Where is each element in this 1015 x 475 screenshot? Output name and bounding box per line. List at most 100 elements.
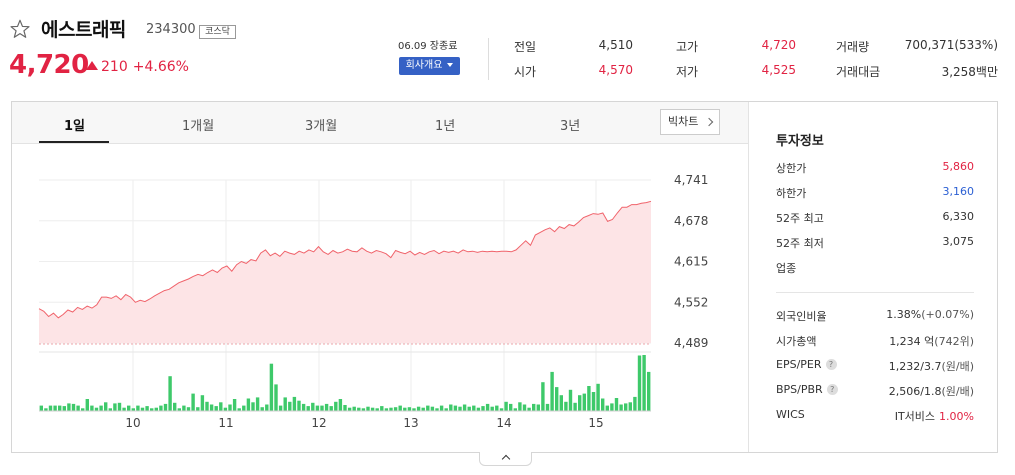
amount-label: 거래대금 [836,65,881,79]
bigchart-button[interactable]: 빅차트 [660,109,720,135]
info-label: BPS/PBR? [776,383,838,396]
low-value: 4,525 [761,63,796,77]
volume-bar [306,406,310,411]
volume-bar [555,387,559,411]
volume-value: 700,371(533%) [904,38,998,52]
volume-bar [122,407,126,411]
info-label: WICS [776,408,805,421]
tab-3month[interactable]: 3개월 [305,119,338,134]
info-label: 시가총액 [776,335,817,348]
y-tick-label: 4,552 [674,295,708,309]
open-label: 시가 [514,65,537,79]
volume-bar [453,405,458,411]
divider [776,292,974,293]
volume-bar [614,398,619,411]
x-tick-label: 14 [496,416,511,430]
amount-value: 3,258백만 [941,65,998,79]
info-value-text: 1,232/3.7 [888,360,942,373]
volume-bar [297,400,301,411]
volume-bar [288,401,292,411]
info-label: EPS/PER? [776,358,837,371]
volume-bar [237,408,241,411]
volume-bar [182,405,186,411]
volume-bar [292,396,297,411]
volume-bar [265,404,269,411]
volume-bar [591,392,596,411]
volume-bar [605,405,609,411]
volume-bar [509,403,513,411]
company-overview-button[interactable]: 회사개요 [399,57,460,75]
volume-bar [127,405,131,411]
volume-bar [467,406,471,411]
x-tick-label: 12 [311,416,326,430]
prev-close-label: 전일 [514,40,537,54]
volume-bar [582,393,586,411]
volume-bar [177,408,181,411]
active-tab-indicator [39,141,109,143]
volume-bar [527,407,531,411]
tab-1month[interactable]: 1개월 [182,119,215,134]
volume-bar [209,404,214,411]
info-value: 1,232/3.7(원/배) [889,358,974,374]
volume-bar [117,402,122,411]
y-tick-label: 4,678 [674,214,708,228]
x-tick-label: 13 [403,416,418,430]
volume-bar [647,371,651,411]
info-label-text: EPS/PER [776,358,822,371]
volume-bar [205,401,209,411]
volume-bar [131,408,135,411]
volume-bar [104,402,108,411]
collapse-toggle[interactable] [479,452,532,466]
prev-close-value: 4,510 [598,38,633,52]
volume-bar [499,408,504,411]
info-value: 3,160 [942,185,975,198]
volume-bar [44,408,48,411]
price-change: 210 +4.66% [86,59,189,75]
volume-bar [601,398,605,411]
volume-bar [48,405,53,411]
info-title: 투자정보 [776,134,824,149]
volume-bar [504,401,508,411]
help-icon[interactable]: ? [825,359,837,370]
volume-bar [426,405,430,411]
volume-bar [94,407,99,411]
chevron-right-icon [704,117,714,127]
volume-bar [113,403,117,411]
volume-bar [564,401,568,411]
y-tick-label: 4,741 [674,173,708,187]
help-icon[interactable]: ? [826,384,838,395]
volume-bar [219,402,223,411]
volume-bar [90,405,94,411]
volume-bar [255,397,260,411]
volume-bar [384,408,389,411]
volume-bar [485,403,490,411]
volume-bar [269,363,274,411]
tab-1year[interactable]: 1년 [435,119,456,134]
caret-down-icon [447,63,454,67]
info-value: 1,234 억(742위) [889,333,974,349]
volume-bar [260,407,264,411]
divider [488,38,489,80]
volume-bar [472,405,476,411]
volume-bar [412,408,416,411]
volume-bar [536,404,540,411]
info-value-text: 2,506/1.8 [888,385,942,398]
volume-bar [163,403,168,411]
volume-bar [76,405,80,411]
low-label: 저가 [676,65,699,79]
volume-bar [150,408,154,411]
volume-bar [573,402,577,411]
intraday-chart[interactable]: 4,741 4,678 4,615 4,552 4,489 10 11 12 13 14 15 [12,145,747,452]
info-value-text: IT서비스 [894,410,936,423]
star-icon[interactable] [9,18,31,40]
volume-bar [81,408,85,411]
tab-3year[interactable]: 3년 [560,119,581,134]
volume-bar [403,407,407,411]
volume-bar [200,395,205,411]
volume-bar [407,407,412,411]
volume-bar [140,407,145,411]
tab-1day[interactable]: 1일 [64,119,86,134]
volume-bar [550,371,554,411]
volume-bar [462,404,467,411]
volume-bar [67,403,71,411]
